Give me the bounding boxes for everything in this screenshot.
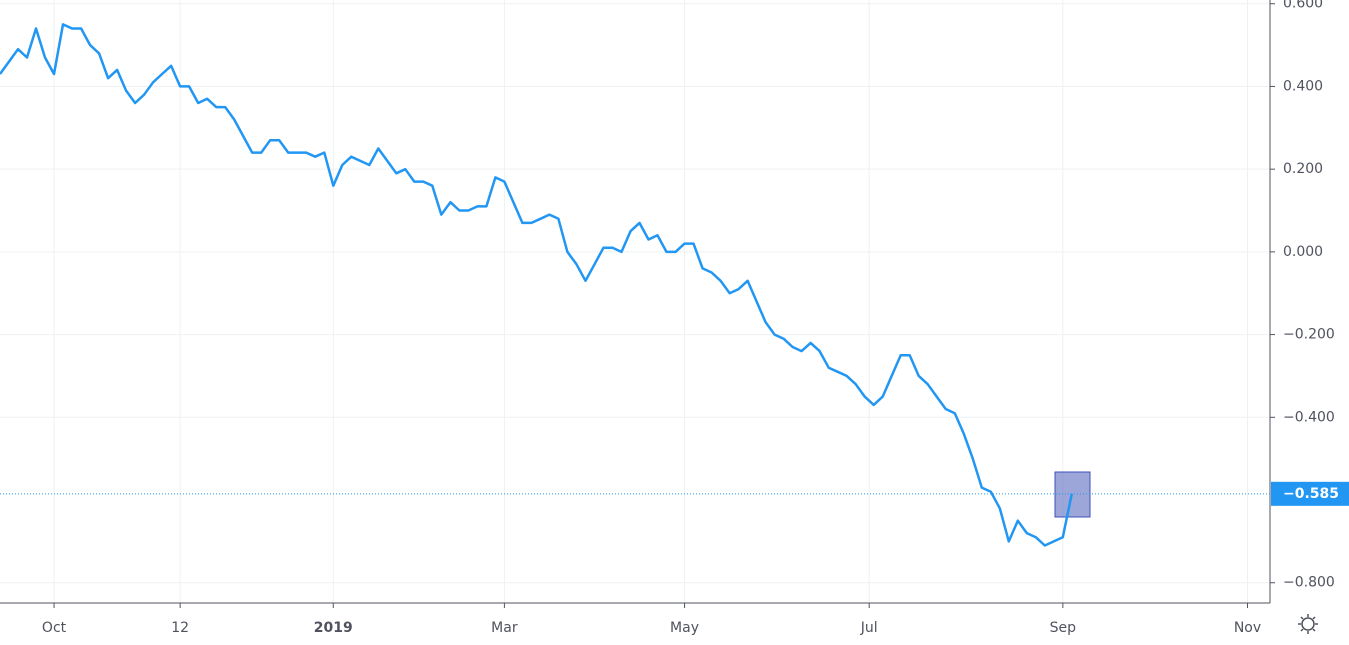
x-tick-label: Jul [860, 620, 878, 636]
y-tick-label: 0.000 [1283, 244, 1323, 260]
y-tick-label: 0.200 [1283, 161, 1323, 177]
y-tick-label: 0.600 [1283, 0, 1323, 12]
y-tick-label: −0.800 [1283, 575, 1335, 591]
x-tick-label: 2019 [314, 620, 353, 636]
y-tick-label: −0.400 [1283, 409, 1335, 425]
last-price-label: −0.585 [1283, 486, 1339, 502]
x-tick-label: 12 [171, 620, 189, 636]
last-price-box [1271, 481, 1349, 506]
settings-icon[interactable] [1298, 614, 1318, 634]
x-tick-label: Mar [491, 620, 518, 636]
x-tick-label: Oct [42, 620, 67, 636]
y-tick-label: −0.200 [1283, 327, 1335, 343]
x-tick-label: May [670, 620, 699, 636]
series-line [0, 23, 1074, 547]
x-tick-label: Sep [1050, 620, 1077, 636]
y-tick-label: 0.400 [1283, 78, 1323, 94]
x-tick-label: Nov [1234, 620, 1261, 636]
